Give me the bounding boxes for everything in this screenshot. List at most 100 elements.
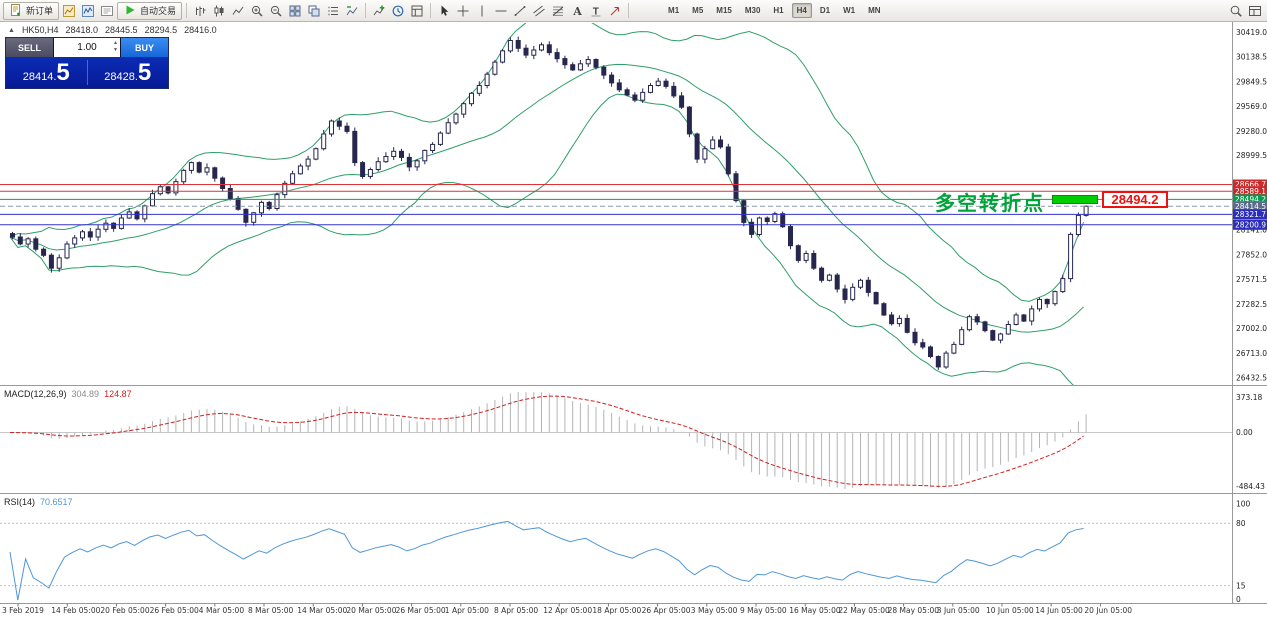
tick-chart-icon[interactable] — [79, 2, 97, 19]
candle-body — [780, 213, 786, 228]
buy-price-pip: 5 — [137, 59, 152, 86]
candle-body — [686, 106, 692, 135]
candle-body — [585, 59, 591, 65]
stepper-down-icon[interactable]: ▼ — [113, 46, 118, 53]
candle-body — [297, 165, 303, 175]
candle-body — [33, 238, 39, 250]
zoom-out-icon[interactable] — [267, 2, 285, 19]
fibonacci-icon[interactable] — [549, 2, 567, 19]
news-icon[interactable] — [98, 2, 116, 19]
candle-body — [896, 317, 902, 325]
crosshair-icon[interactable] — [454, 2, 472, 19]
rsi-value: 70.6517 — [40, 497, 73, 507]
timeframe-m15-button[interactable]: M15 — [716, 6, 732, 15]
macd-axis-label: -484.43 — [1236, 482, 1265, 491]
timeframe-h4-button[interactable]: H4 — [791, 3, 812, 18]
new-order-button[interactable]: 新订单 — [3, 1, 60, 20]
bar-chart-icon[interactable] — [191, 2, 209, 19]
arrows-icon[interactable] — [606, 2, 624, 19]
main-chart-canvas[interactable] — [0, 7, 1232, 392]
time-axis-label: 14 Feb 05:00 — [51, 606, 100, 615]
indicators-list-icon[interactable] — [343, 2, 361, 19]
price-axis-label: 26713.0 — [1236, 349, 1267, 358]
candle-body — [725, 146, 731, 175]
timeframe-w1-button[interactable]: W1 — [843, 6, 856, 15]
line-chart-icon[interactable] — [229, 2, 247, 19]
toolbar-separator — [628, 3, 630, 18]
time-axis-label: 20 Feb 05:00 — [100, 606, 149, 615]
cursor-icon[interactable] — [435, 2, 453, 19]
collapse-panel-icon[interactable]: ▲ — [8, 26, 15, 34]
text-label-icon[interactable]: T — [587, 2, 605, 19]
candle-body — [383, 156, 389, 163]
price-axis-label: 27852.0 — [1236, 251, 1267, 260]
candle-body — [1029, 308, 1035, 322]
candle-body — [48, 254, 54, 269]
candle-body — [570, 64, 576, 71]
timeframe-d1-button[interactable]: D1 — [819, 6, 831, 15]
quick-trade-panel-icon[interactable] — [1246, 2, 1264, 19]
rsi-panel[interactable] — [0, 520, 1232, 601]
ohlc-low: 28294.5 — [144, 25, 178, 35]
periods-icon[interactable] — [389, 2, 407, 19]
candle-body — [126, 211, 132, 219]
timeframe-m30-button[interactable]: M30 — [744, 6, 761, 15]
templates-icon[interactable] — [408, 2, 426, 19]
svg-text:A: A — [572, 5, 582, 18]
candle-body — [850, 286, 856, 300]
price-axis-label: 30419.0 — [1236, 28, 1267, 37]
trendline-icon[interactable] — [511, 2, 529, 19]
horizontal-line-icon[interactable] — [492, 2, 510, 19]
candle-body — [266, 201, 272, 209]
price-tag-label: 28589.1 — [1235, 187, 1266, 196]
price-tag-label: 28666.7 — [1235, 180, 1266, 189]
timeframe-h1-button[interactable]: H1 — [773, 6, 784, 15]
auto-trading-button[interactable]: 自动交易 — [117, 1, 183, 20]
candle-body — [912, 331, 918, 344]
timeframe-m5-button[interactable]: M5 — [692, 6, 704, 15]
candle-body — [235, 198, 241, 210]
candle-body — [990, 330, 996, 341]
time-axis-label: 16 May 05:00 — [789, 606, 841, 615]
volume-input[interactable]: 1.00 ▲ ▼ — [54, 38, 120, 57]
one-click-trading-panel: SELL 1.00 ▲ ▼ BUY 28414. 5 28428. 5 — [5, 37, 169, 89]
price-tag-label: 28494.2 — [1235, 195, 1266, 204]
price-axis-label: 29280.0 — [1236, 127, 1267, 136]
price-axis-label: 29849.5 — [1236, 78, 1267, 87]
channel-icon[interactable] — [530, 2, 548, 19]
price-tag-label: 28321.7 — [1235, 210, 1266, 219]
timeframe-mn-button[interactable]: MN — [868, 6, 881, 15]
charts-window-icon[interactable] — [60, 2, 78, 19]
sell-button[interactable]: SELL — [6, 38, 53, 57]
price-tag — [1233, 179, 1267, 190]
time-axis-label: 22 May 05:00 — [838, 606, 890, 615]
candle-body — [227, 188, 233, 200]
candle-body — [1083, 205, 1089, 216]
price-tag — [1233, 186, 1267, 197]
objects-list-icon[interactable] — [324, 2, 342, 19]
symbol-timeframe-label: HK50,H4 — [21, 25, 59, 35]
timeframe-m1-button[interactable]: M1 — [668, 6, 680, 15]
indicators-icon[interactable] — [370, 2, 388, 19]
candle-body — [1013, 314, 1019, 325]
candle-body — [733, 173, 739, 202]
candle-body — [1060, 278, 1066, 293]
search-icon[interactable] — [1227, 2, 1245, 19]
stepper-up-icon[interactable]: ▲ — [113, 40, 118, 46]
zoom-in-icon[interactable] — [248, 2, 266, 19]
candle-body — [1005, 324, 1011, 335]
bollinger-band — [9, 23, 1085, 302]
cascade-windows-icon[interactable] — [305, 2, 323, 19]
candle-body — [336, 120, 342, 127]
vertical-line-icon[interactable] — [473, 2, 491, 19]
candle-body — [282, 182, 288, 196]
tile-windows-icon[interactable] — [286, 2, 304, 19]
buy-button[interactable]: BUY — [121, 38, 168, 57]
sell-price-main: 28414. — [22, 71, 57, 83]
candle-body — [935, 356, 941, 368]
candlestick-chart-icon[interactable] — [210, 2, 228, 19]
text-icon[interactable]: A — [568, 2, 586, 19]
volume-stepper[interactable]: ▲ ▼ — [113, 40, 118, 54]
macd-panel[interactable] — [0, 392, 1232, 489]
